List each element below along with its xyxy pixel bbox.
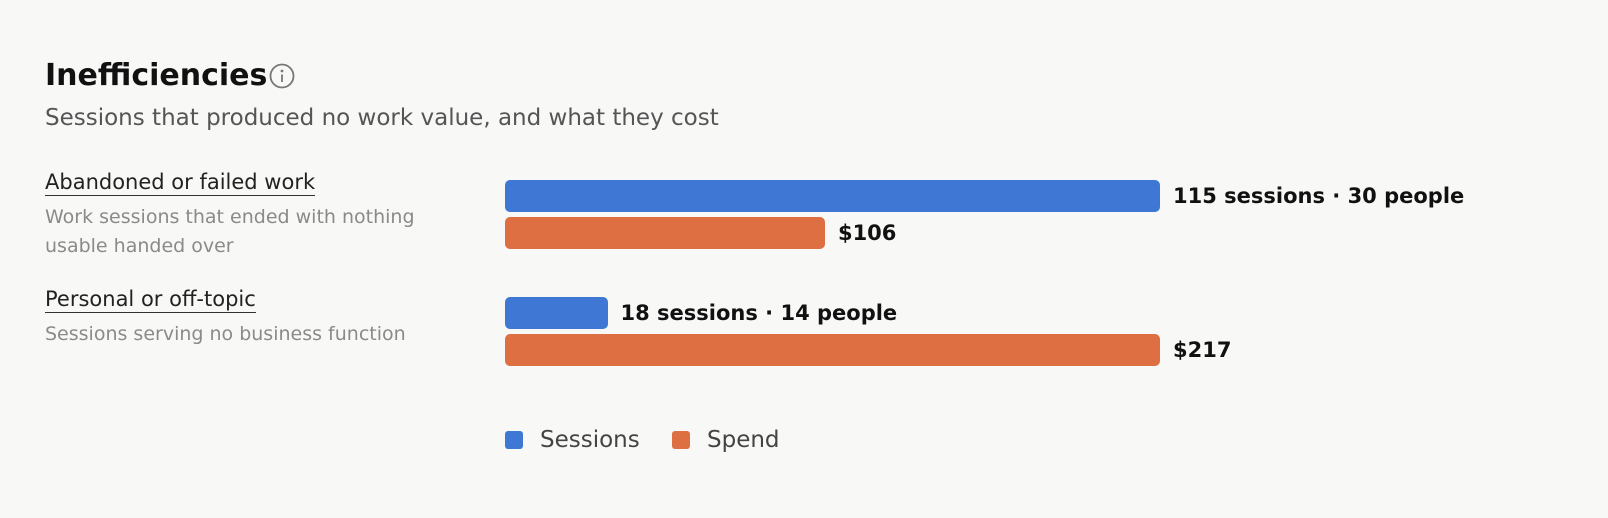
- category-label[interactable]: Personal or off-topic: [45, 287, 256, 313]
- chart-subtitle: Sessions that produced no work value, an…: [45, 105, 719, 131]
- legend-swatch: [672, 431, 690, 449]
- bar: [505, 180, 1160, 212]
- value-label: $106: [837, 221, 897, 245]
- value-label: 115 sessions · 30 people: [1173, 184, 1465, 208]
- bar: [505, 217, 825, 249]
- bar: [505, 334, 1160, 366]
- legend-swatch: [505, 431, 523, 449]
- info-icon[interactable]: [268, 62, 296, 90]
- category-label[interactable]: Abandoned or failed work: [45, 170, 316, 196]
- category-description: Sessions serving no business function: [45, 323, 406, 345]
- legend-label: Sessions: [540, 427, 640, 453]
- legend-label: Spend: [707, 427, 780, 453]
- value-label: 18 sessions · 14 people: [620, 301, 898, 325]
- chart-title: Inefficiencies: [45, 58, 268, 93]
- category-description: Work sessions that ended with nothing us…: [45, 206, 415, 257]
- value-label: $217: [1173, 338, 1232, 362]
- bar: [505, 297, 608, 329]
